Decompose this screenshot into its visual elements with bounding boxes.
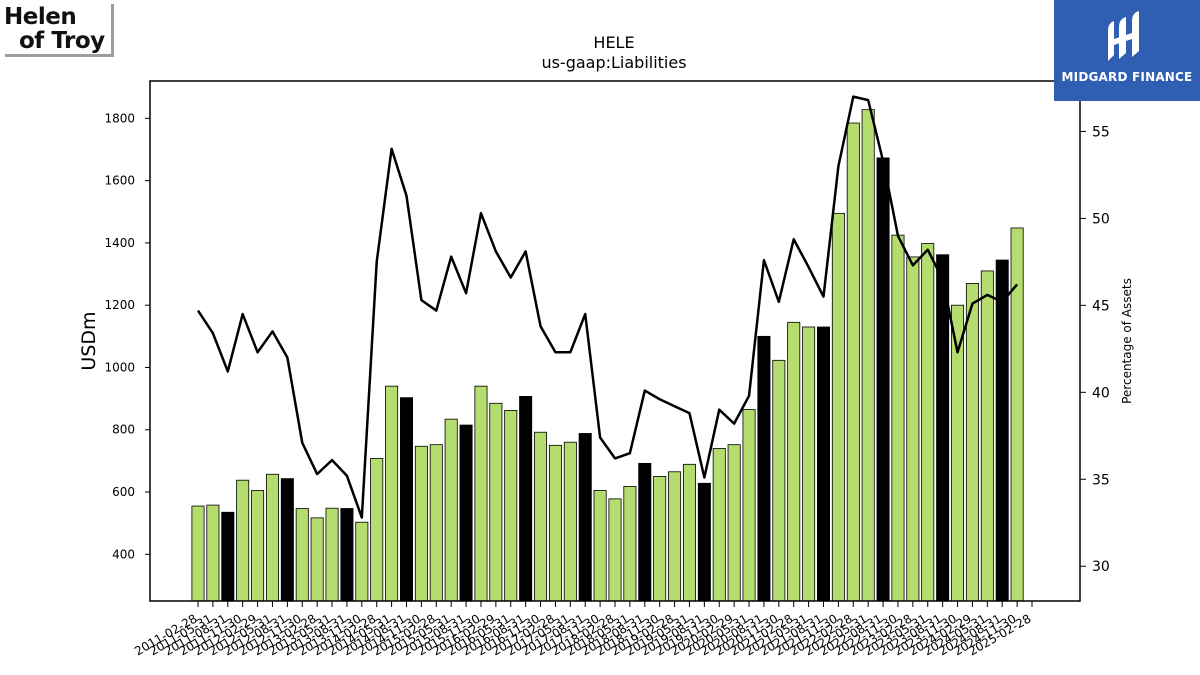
bar-2018-08-31 <box>638 462 652 602</box>
y-axis-right: 30 35 40 45 50 55 <box>1080 124 1110 575</box>
bar-2024-02-29 <box>965 282 979 602</box>
line-layer <box>196 95 1019 519</box>
bar-2011-05-31 <box>206 504 220 602</box>
bar-2017-11-30 <box>593 490 607 602</box>
y-tick-label: 1200 <box>104 298 135 312</box>
bar-2012-02-29 <box>251 490 265 602</box>
bar-2024-05-31 <box>980 270 994 602</box>
bar-2023-02-28 <box>906 256 920 602</box>
midgard-emblem-icon <box>1108 11 1139 61</box>
bar-2024-08-31 <box>995 259 1009 602</box>
bar-2017-08-31 <box>578 433 592 602</box>
bar-2018-11-30 <box>653 476 667 602</box>
logo-right-brand: MIDGARD FINANCE <box>1061 70 1193 84</box>
y-tick-label: 800 <box>112 423 135 437</box>
bar-2018-05-31 <box>623 486 637 602</box>
y-tick-label: 1400 <box>104 236 135 250</box>
bar-2011-02-28 <box>191 505 205 602</box>
bar-2015-02-28 <box>429 444 443 602</box>
bar-2022-02-28 <box>846 122 860 602</box>
pct-assets-line <box>196 95 1019 519</box>
y2-tick-label: 50 <box>1092 211 1110 227</box>
y-axis-label: USDm <box>78 311 100 370</box>
bar-2019-02-28 <box>668 471 682 602</box>
bar-2012-11-30 <box>295 508 309 602</box>
bar-2015-05-31 <box>444 418 458 602</box>
y2-axis-label: Percentage of Assets <box>1120 278 1134 404</box>
bar-2014-05-31 <box>385 385 399 602</box>
bar-2014-02-28 <box>370 457 384 602</box>
y2-tick-label: 35 <box>1092 472 1110 488</box>
helen-of-troy-logo: Helen of Troy <box>4 4 114 57</box>
bar-2018-02-28 <box>608 498 622 602</box>
bar-2021-02-28 <box>787 321 801 602</box>
bar-2013-11-30 <box>355 521 369 602</box>
bar-2019-11-30 <box>712 448 726 602</box>
bar-2012-05-31 <box>265 473 279 602</box>
bar-2017-02-28 <box>548 444 562 602</box>
bar-2011-11-30 <box>236 479 250 602</box>
bar-2013-02-28 <box>310 517 324 602</box>
y2-tick-label: 40 <box>1092 385 1110 401</box>
y2-tick-label: 30 <box>1092 559 1110 575</box>
y-axis-left: 400 600 800 1000 1200 1400 1600 1800 <box>104 111 150 561</box>
y-tick-label: 1000 <box>104 360 135 374</box>
bar-2016-02-29 <box>489 402 503 602</box>
bar-2023-05-31 <box>921 243 935 602</box>
chart-subtitle: us-gaap:Liabilities <box>541 53 686 72</box>
chart-title: HELE <box>593 33 634 52</box>
logo-left-line1: Helen <box>4 4 77 30</box>
bar-2019-08-31 <box>697 482 711 602</box>
bar-2012-08-31 <box>280 478 294 602</box>
bar-2020-05-31 <box>742 409 756 602</box>
y2-tick-label: 45 <box>1092 298 1110 314</box>
bar-2020-02-29 <box>727 444 741 602</box>
bar-2016-11-30 <box>534 431 548 602</box>
bar-2013-05-31 <box>325 507 339 602</box>
bar-2022-05-31 <box>861 109 875 602</box>
bar-2015-11-30 <box>474 385 488 602</box>
y-tick-label: 1800 <box>104 111 135 125</box>
bar-2022-08-31 <box>876 157 890 602</box>
bar-2014-11-30 <box>414 445 428 602</box>
y-tick-label: 600 <box>112 485 135 499</box>
bar-2011-08-31 <box>221 511 235 602</box>
bar-2013-08-31 <box>340 508 354 602</box>
bar-2021-05-31 <box>802 326 816 602</box>
y-tick-label: 400 <box>112 547 135 561</box>
y-tick-label: 1600 <box>104 174 135 188</box>
bar-2017-05-31 <box>563 441 577 602</box>
bar-2024-11-30 <box>1010 227 1024 602</box>
bars-layer <box>191 109 1024 602</box>
bar-2014-08-31 <box>399 397 414 602</box>
bar-2023-08-31 <box>936 254 950 602</box>
x-axis: 2011-02-282011-05-312011-08-312011-11-30… <box>132 601 1034 658</box>
bar-2020-11-30 <box>772 359 786 602</box>
logo-left-line2: of Troy <box>19 28 105 54</box>
bar-2019-05-31 <box>682 463 696 602</box>
midgard-finance-logo: MIDGARD FINANCE <box>1054 0 1200 101</box>
y2-tick-label: 55 <box>1092 124 1110 140</box>
bar-2021-08-31 <box>816 326 831 602</box>
bar-2022-11-30 <box>891 234 905 602</box>
bar-2020-08-31 <box>757 335 771 602</box>
bar-2016-08-31 <box>519 396 533 602</box>
bar-2015-08-31 <box>459 424 473 602</box>
bar-2021-11-30 <box>831 212 845 602</box>
bar-2016-05-31 <box>504 410 518 602</box>
